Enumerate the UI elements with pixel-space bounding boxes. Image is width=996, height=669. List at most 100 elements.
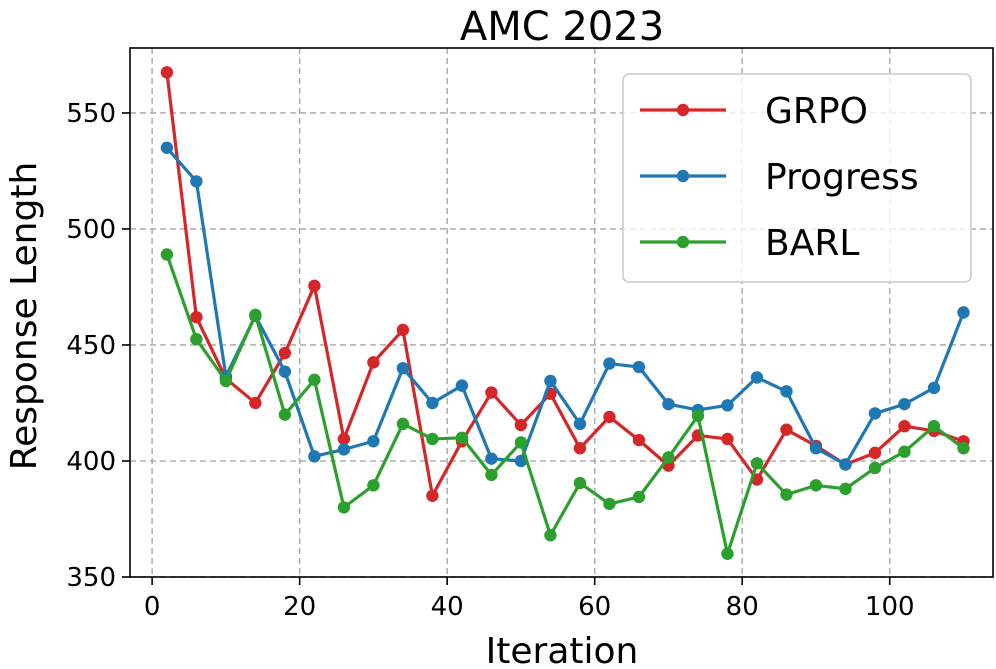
data-point-grpo xyxy=(426,489,439,502)
legend-marker-grpo xyxy=(676,103,690,117)
x-tick-label: 100 xyxy=(865,592,915,622)
data-point-progress xyxy=(190,175,203,188)
data-point-grpo xyxy=(868,446,882,460)
data-point-progress xyxy=(927,381,941,395)
data-point-barl xyxy=(367,479,380,492)
y-tick-label: 400 xyxy=(66,447,116,477)
axis-ticks: 0 20 40 60 80 100 350 400 450 500 550 xyxy=(66,99,914,622)
data-point-grpo xyxy=(249,396,262,410)
y-axis-title: Response Length xyxy=(4,162,45,471)
data-point-progress xyxy=(632,360,646,374)
data-point-barl xyxy=(337,501,351,514)
x-tick-label: 80 xyxy=(726,592,759,622)
data-point-progress xyxy=(485,452,498,465)
legend-label-progress: Progress xyxy=(765,157,919,198)
legend-label-grpo: GRPO xyxy=(765,91,868,132)
data-point-barl xyxy=(662,451,675,464)
series-barl xyxy=(160,248,970,560)
data-point-barl xyxy=(632,490,646,504)
data-point-progress xyxy=(426,396,439,410)
chart-title: AMC 2023 xyxy=(460,4,664,50)
data-point-barl xyxy=(485,468,498,482)
legend-marker-barl xyxy=(676,235,690,249)
data-point-grpo xyxy=(367,356,380,369)
series-line-barl xyxy=(165,253,965,556)
data-point-barl xyxy=(455,431,469,444)
legend-label-barl: BARL xyxy=(765,223,859,264)
data-point-barl xyxy=(809,479,823,492)
series-line-progress xyxy=(165,146,965,467)
data-point-barl xyxy=(721,547,734,560)
y-tick-label: 550 xyxy=(66,99,116,129)
data-point-progress xyxy=(573,417,587,431)
data-point-grpo xyxy=(278,346,292,360)
data-point-progress xyxy=(544,374,557,388)
data-point-barl xyxy=(219,374,233,388)
data-point-barl xyxy=(573,476,587,490)
data-point-barl xyxy=(839,482,852,496)
data-point-progress xyxy=(396,361,410,375)
data-point-grpo xyxy=(514,418,528,432)
series-layer xyxy=(160,66,970,560)
data-point-barl xyxy=(396,417,410,431)
data-point-barl xyxy=(308,373,321,386)
data-point-barl xyxy=(426,432,439,446)
data-point-progress xyxy=(308,450,321,463)
data-point-progress xyxy=(868,407,882,420)
data-point-barl xyxy=(898,445,911,458)
data-point-progress xyxy=(603,357,616,370)
data-point-grpo xyxy=(780,423,793,436)
data-point-grpo xyxy=(337,432,351,446)
y-tick-label: 350 xyxy=(66,563,116,593)
data-point-barl xyxy=(927,419,941,433)
x-tick-label: 60 xyxy=(578,592,611,622)
legend-box xyxy=(622,73,972,283)
data-point-grpo xyxy=(190,310,203,324)
data-point-barl xyxy=(868,461,882,475)
data-point-barl xyxy=(750,457,764,470)
data-point-grpo xyxy=(898,419,911,433)
x-tick-label: 20 xyxy=(283,592,316,622)
data-point-grpo xyxy=(160,66,174,79)
legend-marker-progress xyxy=(676,169,690,183)
data-point-grpo xyxy=(721,432,734,446)
data-point-progress xyxy=(337,443,351,456)
data-point-progress xyxy=(160,141,174,154)
data-point-progress xyxy=(898,397,911,411)
data-point-grpo xyxy=(603,410,616,424)
y-tick-label: 450 xyxy=(66,331,116,361)
plot-frame xyxy=(129,47,994,578)
data-point-barl xyxy=(278,408,292,421)
data-point-barl xyxy=(544,529,557,542)
data-point-progress xyxy=(662,397,675,411)
data-point-grpo xyxy=(308,279,321,293)
legend: GRPO Progress BARL xyxy=(622,73,972,283)
data-point-barl xyxy=(160,248,174,261)
data-point-grpo xyxy=(632,433,646,447)
data-point-barl xyxy=(249,308,262,322)
data-point-barl xyxy=(190,332,203,346)
data-point-progress xyxy=(839,458,852,471)
data-point-barl xyxy=(691,409,705,422)
data-point-barl xyxy=(957,442,970,455)
data-point-progress xyxy=(455,379,469,392)
data-point-barl xyxy=(780,488,793,501)
data-point-progress xyxy=(278,365,292,378)
data-point-barl xyxy=(603,497,616,511)
data-point-grpo xyxy=(485,386,498,399)
x-axis-title: Iteration xyxy=(486,631,639,669)
data-point-progress xyxy=(957,306,970,319)
x-tick-label: 40 xyxy=(431,592,464,622)
data-point-grpo xyxy=(573,442,587,455)
data-point-progress xyxy=(809,442,823,455)
data-point-barl xyxy=(514,436,528,449)
data-point-progress xyxy=(780,385,793,398)
data-point-progress xyxy=(750,371,764,384)
y-tick-label: 500 xyxy=(66,215,116,245)
data-point-progress xyxy=(514,454,528,468)
data-point-progress xyxy=(721,399,734,412)
data-point-progress xyxy=(367,435,380,448)
data-point-grpo xyxy=(396,323,410,337)
x-tick-label: 0 xyxy=(144,592,161,622)
